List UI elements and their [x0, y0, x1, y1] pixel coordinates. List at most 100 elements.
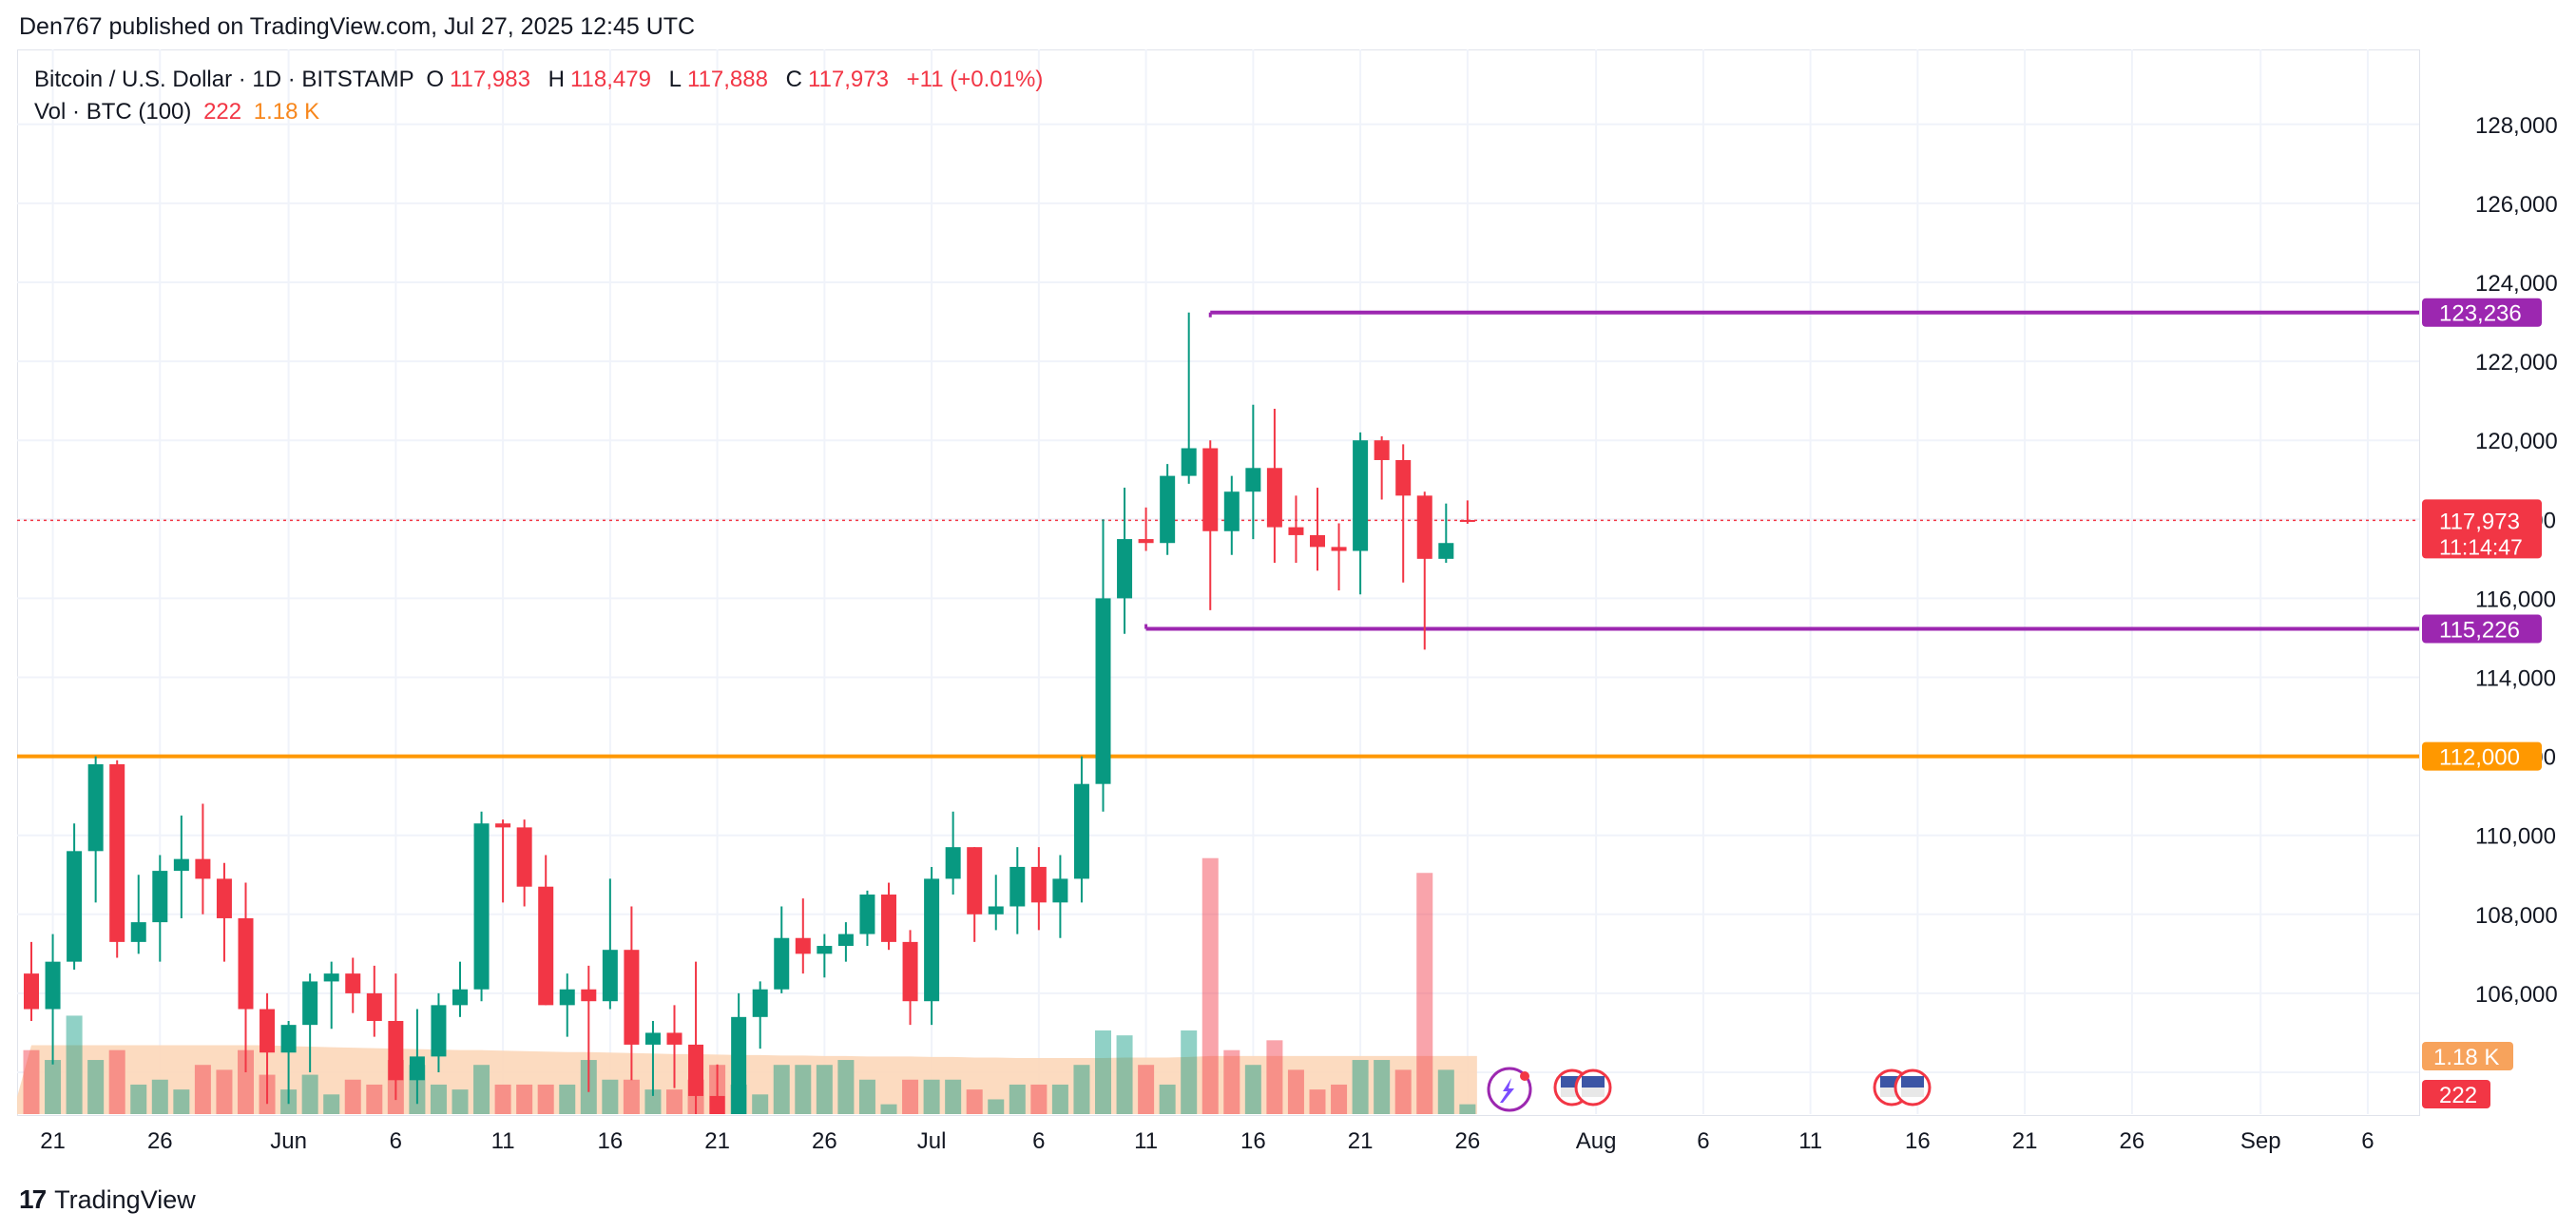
ohlc-low: L 117,888 [668, 67, 768, 92]
us-event-flag-icon[interactable] [1894, 1068, 1932, 1107]
ohlc-high: H 118,479 [548, 67, 651, 92]
volume-indicator-name[interactable]: Vol · BTC (100) [34, 99, 192, 125]
volume-bar [1201, 857, 1219, 1114]
volume-bar [366, 1084, 383, 1114]
volume-bar [795, 1065, 812, 1114]
candle-body [173, 858, 189, 872]
volume-bar [1287, 1069, 1304, 1114]
candle-body [967, 847, 983, 914]
flag-canton [1901, 1076, 1924, 1088]
candle-body [1095, 598, 1111, 784]
volume-bar [1030, 1084, 1048, 1114]
volume-bar [988, 1099, 1005, 1114]
candle-body [709, 1095, 725, 1114]
x-axis-tick-label: 16 [1905, 1128, 1931, 1154]
volume-bar [945, 1079, 962, 1114]
volume-bar [816, 1065, 833, 1114]
ohlc-close: C 117,973 [785, 67, 889, 92]
candle-body [24, 973, 39, 1010]
volume-bar [323, 1094, 340, 1114]
volume-bar [837, 1060, 855, 1114]
x-axis-tick-label: 21 [2012, 1128, 2038, 1154]
volume-bar [1244, 1065, 1261, 1114]
volume-bar [301, 1074, 318, 1114]
ai-sparkle-icon[interactable] [1487, 1067, 1532, 1112]
symbol-name[interactable]: Bitcoin / U.S. Dollar · 1D · BITSTAMP [34, 67, 414, 92]
plot-area [17, 310, 2419, 1114]
volume-bar [473, 1065, 490, 1114]
volume-bar [130, 1084, 147, 1114]
candle-body [345, 973, 361, 993]
volume-bar [623, 1079, 640, 1114]
last-price-tag-bg [2422, 499, 2542, 559]
candle-body [644, 1032, 661, 1045]
volume-bar [880, 1104, 897, 1114]
candle-body [1009, 866, 1026, 907]
candle-body [323, 973, 339, 982]
candle-body [538, 886, 554, 1006]
candle-body [1459, 520, 1475, 523]
last-price-value: 117,973 [2439, 509, 2520, 534]
level-price-tag-bg [2422, 298, 2542, 327]
flag-stripes [1582, 1088, 1605, 1097]
volume-ma-value: 1.18 K [253, 99, 320, 125]
level-price-tag-bg [2422, 614, 2542, 644]
volume-bar [1223, 1049, 1240, 1114]
candle-body [495, 823, 511, 828]
volume-bar [430, 1084, 447, 1114]
tradingview-brand[interactable]: 17 TradingView [19, 1184, 196, 1215]
candle-body [260, 1009, 276, 1053]
candle-body [87, 763, 104, 852]
candle-body [988, 906, 1004, 914]
x-axis-tick-label: 16 [1240, 1128, 1266, 1154]
chart-pane[interactable] [17, 49, 2420, 1116]
x-axis-tick-label: 11 [491, 1128, 515, 1154]
volume-bar [45, 1060, 62, 1114]
x-axis-tick-label: Jul [917, 1128, 947, 1154]
volume-bar [173, 1089, 190, 1114]
volume-bar [1309, 1089, 1326, 1114]
level-price-tag-text: 112,000 [2439, 745, 2520, 771]
y-axis-tick-label: 110,000 [2475, 824, 2556, 850]
volume-bar [559, 1084, 576, 1114]
volume-tag-text: 222 [2439, 1083, 2477, 1108]
candle-body [452, 989, 468, 1006]
x-axis-tick-label: Aug [1576, 1128, 1617, 1154]
candle-body [1160, 475, 1176, 544]
volume-bar [108, 1049, 125, 1114]
candle-body [280, 1025, 297, 1053]
candle-body [302, 981, 318, 1026]
candle-body [945, 847, 961, 879]
candle-body [1374, 440, 1390, 460]
x-axis-tick-label: 21 [704, 1128, 730, 1154]
candle-body [859, 895, 875, 934]
y-axis-tick-label: 108,000 [2475, 903, 2558, 929]
ai-bolt [1500, 1078, 1514, 1103]
candle-body [1117, 539, 1133, 599]
candle-body [1245, 468, 1261, 492]
y-axis-tick-label: 126,000 [2475, 192, 2558, 218]
candle-body [752, 989, 768, 1017]
ohlc-open: O 117,983 [426, 67, 530, 92]
volume-bar [1009, 1084, 1026, 1114]
candle-body [1181, 448, 1197, 476]
volume-bar [1416, 873, 1433, 1114]
candle-body [1223, 491, 1240, 531]
price-chart[interactable]: 106,000 108,000 110,000 112,000 114,000 116,0… [0, 0, 2576, 1169]
last-price-countdown: 11:14:47 [2439, 534, 2523, 559]
volume-legend: Vol · BTC (100) 222 1.18 K [34, 99, 325, 125]
candle-body [1353, 440, 1369, 551]
candle-body [1288, 527, 1304, 535]
volume-ma-tag-text: 1.18 K [2433, 1045, 2499, 1070]
candle-body [581, 989, 597, 1002]
x-axis-tick-label: Jun [270, 1128, 307, 1154]
volume-bar [238, 1049, 254, 1114]
candle-body [130, 922, 146, 942]
flag-stripes [1561, 1088, 1584, 1097]
published-header: Den767 published on TradingView.com, Jul… [19, 13, 696, 40]
candle-body [1052, 878, 1068, 903]
volume-bar [452, 1089, 469, 1114]
us-event-flag-icon[interactable] [1574, 1068, 1612, 1107]
y-axis: 106,000108,000110,000112,000114,000116,0… [2475, 113, 2558, 1008]
